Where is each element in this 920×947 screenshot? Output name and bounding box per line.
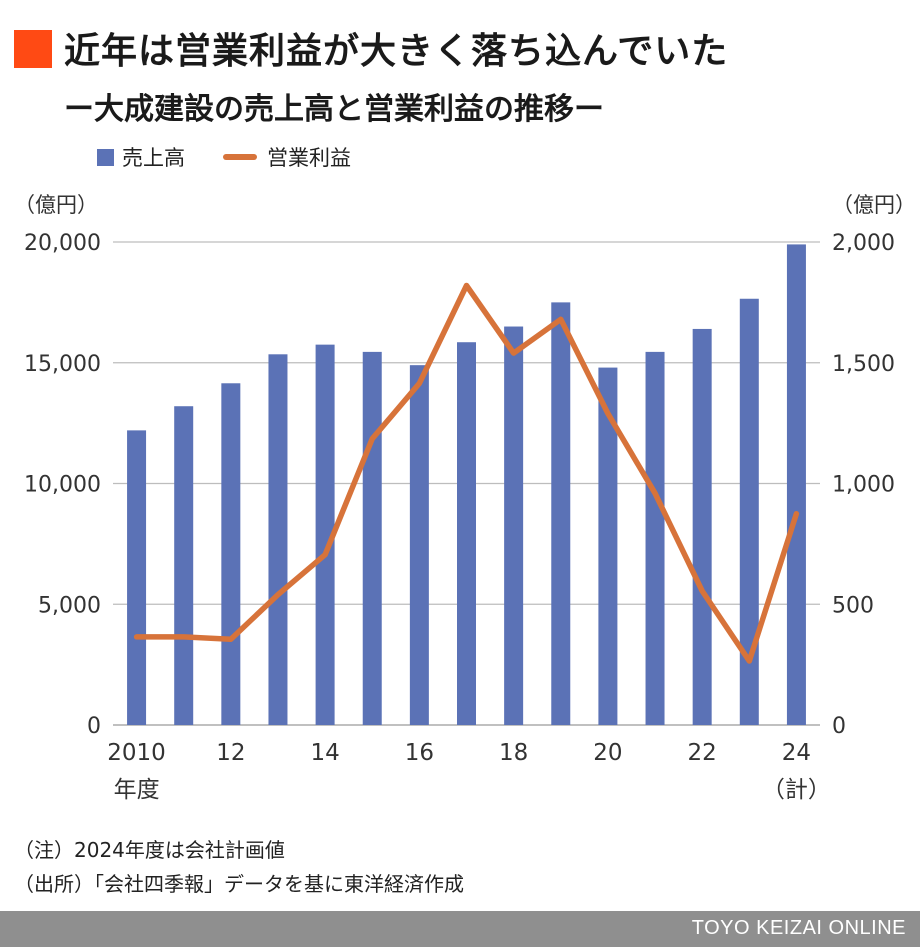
y-left-tick-label: 10,000 <box>24 473 101 498</box>
legend-line-label: 営業利益 <box>267 146 351 170</box>
legend: 売上高 営業利益 <box>97 142 351 172</box>
x-tick-label: 24 <box>782 740 811 766</box>
bar-sales <box>315 344 335 725</box>
title-accent-mark <box>14 30 52 68</box>
chart-title: 近年は営業利益が大きく落ち込んでいた <box>64 31 729 72</box>
chart-subtitle: ー大成建設の売上高と営業利益の推移ー <box>64 92 604 127</box>
legend-bar-swatch <box>97 148 114 166</box>
y-left-tick-label: 20,000 <box>24 231 101 256</box>
bar-sales <box>221 383 241 725</box>
footer-brand: TOYO KEIZAI ONLINE <box>691 917 906 939</box>
combo-chart: 0 5,000 10,000 15,000 20,000 0 500 1,000 1,500 2,… <box>24 231 895 803</box>
bar-sales <box>598 367 618 725</box>
x-tick-label: 22 <box>688 740 717 766</box>
bar-sales <box>551 302 571 725</box>
legend-bar-label: 売上高 <box>122 146 185 170</box>
x-tick-label: 12 <box>216 740 245 766</box>
x-tick-label: 18 <box>499 740 528 766</box>
y-right-tick-label: 1,000 <box>832 473 895 498</box>
bar-sales <box>174 406 194 725</box>
bar-sales <box>504 326 524 725</box>
x-tick-label: 14 <box>310 740 339 766</box>
left-axis-unit: （億円） <box>14 193 98 217</box>
bar-sales <box>409 365 429 725</box>
y-right-tick-label: 2,000 <box>832 231 895 256</box>
bar-sales <box>268 354 288 725</box>
note-estimate: （注）2024年度は会社計画値 <box>14 838 285 862</box>
x-tick-label: 16 <box>405 740 434 766</box>
y-right-tick-label: 0 <box>832 714 846 739</box>
bar-sales <box>739 298 759 725</box>
x-tick-label: 2010 <box>107 740 166 766</box>
x-tick-sublabel: 年度 <box>114 777 160 803</box>
note-source: （出所）「会社四季報」データを基に東洋経済作成 <box>14 872 464 896</box>
bar-sales <box>786 244 806 726</box>
notes: （注）2024年度は会社計画値 （出所）「会社四季報」データを基に東洋経済作成 <box>14 833 464 901</box>
x-tick-sublabel: （計） <box>762 777 831 803</box>
right-axis-unit: （億円） <box>832 193 916 217</box>
bar-sales <box>362 351 382 725</box>
bar-sales <box>127 430 147 725</box>
y-right-tick-label: 1,500 <box>832 352 895 377</box>
y-right-tick-label: 500 <box>832 593 874 618</box>
y-left-tick-label: 15,000 <box>24 352 101 377</box>
bar-sales <box>457 342 476 725</box>
x-tick-label: 20 <box>593 740 622 766</box>
y-left-tick-label: 0 <box>87 714 101 739</box>
bar-sales <box>645 351 665 725</box>
footer-bar: TOYO KEIZAI ONLINE <box>0 911 920 947</box>
y-left-tick-label: 5,000 <box>38 593 101 618</box>
legend-line-swatch <box>223 154 257 160</box>
bar-sales <box>692 328 712 725</box>
